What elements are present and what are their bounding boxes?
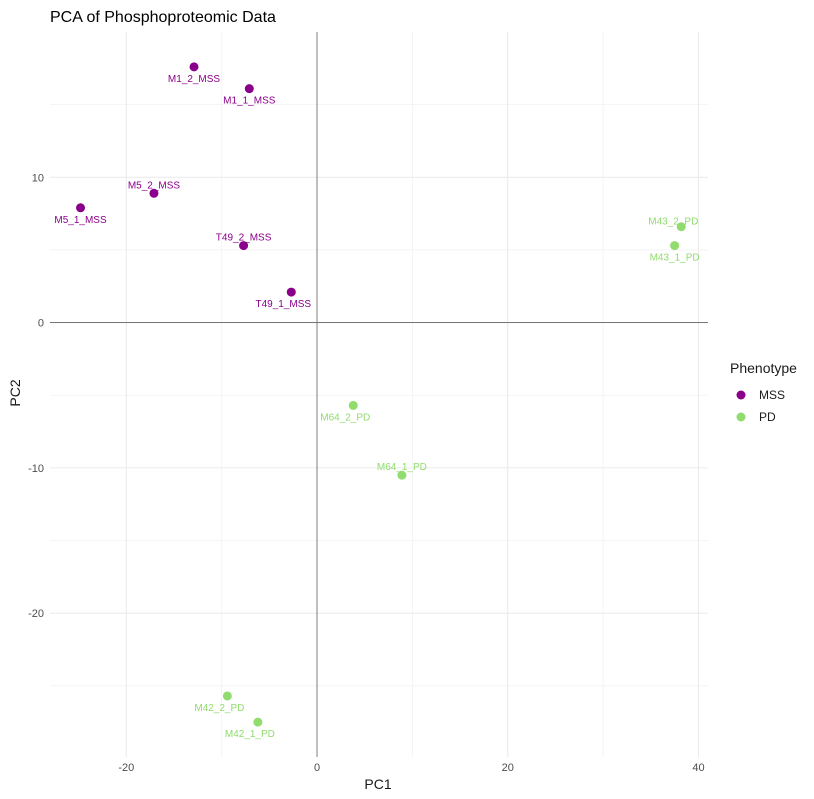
point-label: M43_1_PD (650, 253, 700, 264)
x-tick-label: 0 (314, 762, 320, 774)
legend-label: PD (759, 410, 776, 424)
data-point (239, 241, 249, 251)
data-point (189, 62, 199, 72)
data-point (76, 203, 86, 213)
y-tick-label: 0 (38, 318, 44, 330)
legend: Phenotype MSS PD (730, 360, 797, 424)
data-point (348, 400, 358, 410)
point-label: M1_1_MSS (223, 96, 276, 107)
y-axis-title: PC2 (7, 379, 23, 406)
point-label: M43_2_PD (648, 217, 698, 228)
y-axis-tick-labels: -20 -10 0 10 (28, 172, 44, 620)
legend-label: MSS (759, 388, 785, 402)
point-label: M5_2_MSS (128, 180, 181, 191)
major-gridlines (50, 32, 708, 757)
minor-gridlines (50, 32, 708, 757)
legend-entries: MSS PD (736, 388, 785, 424)
data-point (149, 188, 159, 198)
x-axis-title: PC1 (364, 776, 391, 792)
data-point (222, 691, 232, 701)
reference-lines (50, 32, 708, 757)
point-label: M1_2_MSS (168, 74, 221, 85)
point-label: M42_1_PD (225, 729, 275, 740)
y-tick-label: -10 (28, 463, 44, 475)
data-point (676, 222, 686, 232)
x-tick-label: 40 (692, 762, 704, 774)
legend-title: Phenotype (730, 360, 797, 376)
y-tick-label: -20 (28, 608, 44, 620)
point-label: M64_1_PD (377, 462, 427, 473)
data-point (286, 287, 296, 297)
legend-key (736, 390, 746, 400)
x-tick-label: 20 (502, 762, 514, 774)
data-point (253, 717, 263, 727)
point-label: T49_1_MSS (255, 299, 311, 310)
x-axis-tick-labels: -20 0 20 40 (118, 762, 704, 774)
legend-key (736, 412, 746, 422)
data-point (670, 241, 680, 251)
point-label: T49_2_MSS (216, 233, 272, 244)
chart-title: PCA of Phosphoproteomic Data (50, 9, 276, 26)
point-label: M5_1_MSS (54, 215, 107, 226)
y-tick-label: 10 (32, 172, 44, 184)
point-label: M42_2_PD (194, 703, 244, 714)
data-point (397, 470, 407, 480)
data-points (76, 62, 686, 727)
data-point (244, 84, 254, 94)
point-label: M64_2_PD (320, 412, 370, 423)
x-tick-label: -20 (118, 762, 134, 774)
